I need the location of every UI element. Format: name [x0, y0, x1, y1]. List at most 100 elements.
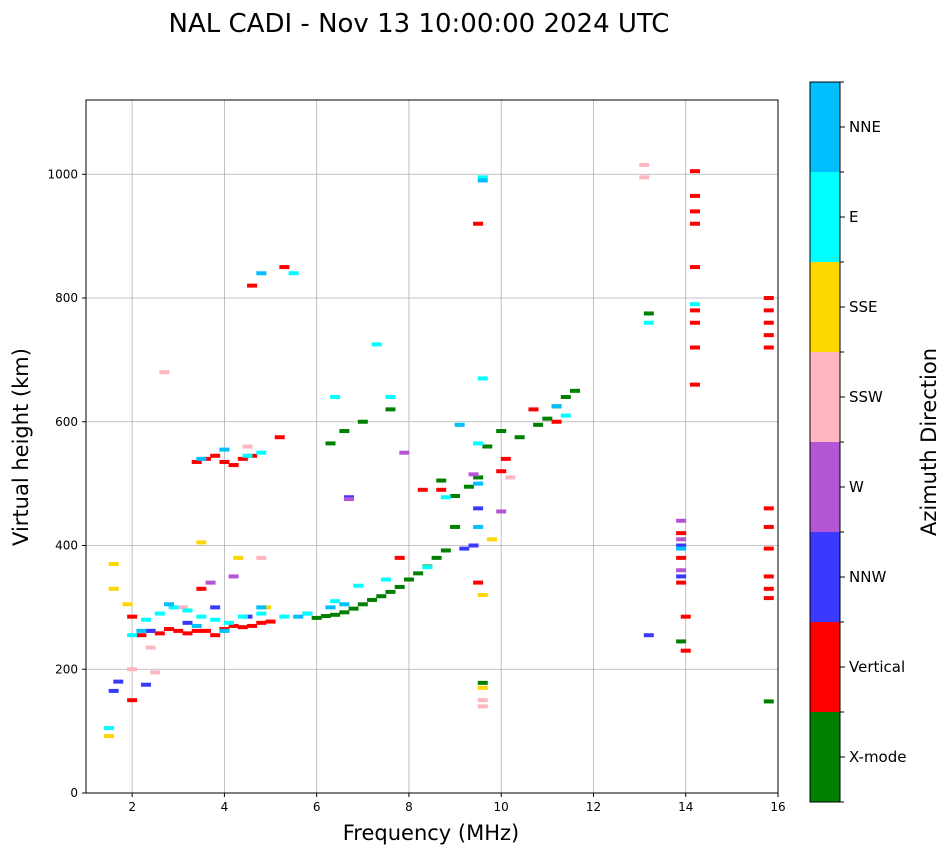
echo-point-nnw	[108, 688, 119, 693]
echo-point-vertical	[136, 633, 147, 638]
x-tick-label: 2	[128, 800, 136, 814]
echo-point-e	[380, 577, 391, 582]
colorbar-tick-label: E	[849, 208, 858, 226]
echo-point-e	[643, 320, 654, 325]
echo-point-x-mode	[533, 422, 544, 427]
echo-point-vertical	[551, 419, 562, 424]
echo-point-vertical	[763, 546, 774, 551]
echo-point-x-mode	[450, 524, 461, 529]
echo-point-vertical	[473, 580, 484, 585]
colorbar-segment	[810, 532, 840, 622]
echo-point-vertical	[247, 623, 258, 628]
colorbar: X-mode Vertical NNW W SSW SSE E NNE	[809, 81, 906, 803]
echo-point-vertical	[763, 574, 774, 579]
echo-point-vertical	[689, 345, 700, 350]
echo-point-vertical	[676, 531, 687, 536]
echo-point-vertical	[528, 407, 539, 412]
echo-point-ssw	[477, 704, 488, 709]
echo-point-vertical	[279, 265, 290, 270]
echo-point-x-mode	[385, 407, 396, 412]
echo-point-vertical	[689, 320, 700, 325]
colorbar-segment	[810, 82, 840, 172]
echo-point-nnw	[140, 682, 151, 687]
y-tick-label: 400	[55, 539, 78, 553]
echo-point-nne	[256, 271, 267, 276]
echo-point-vertical	[394, 555, 405, 560]
echo-point-vertical	[191, 459, 202, 464]
echo-point-vertical	[689, 193, 700, 198]
echo-point-e	[473, 441, 484, 446]
y-tick-label: 800	[55, 291, 78, 305]
echo-point-x-mode	[413, 571, 424, 576]
echo-point-vertical	[154, 631, 165, 636]
echo-point-nne	[136, 628, 147, 633]
echo-point-nne	[219, 447, 230, 452]
echo-point-nne	[339, 602, 350, 607]
echo-point-vertical	[763, 596, 774, 601]
plot-area: 2 4 6 8 10 12 14 16 0 200 400 600 800 1000	[47, 99, 786, 814]
grid	[86, 100, 779, 794]
echo-point-nne	[477, 178, 488, 183]
x-tick-label: 4	[221, 800, 229, 814]
colorbar-tick-label: X-mode	[849, 748, 906, 766]
echo-point-vertical	[689, 209, 700, 214]
echo-point-x-mode	[320, 614, 331, 619]
echo-point-x-mode	[311, 615, 322, 620]
echo-point-sse	[486, 537, 497, 542]
echo-point-e	[330, 599, 341, 604]
echo-point-e	[140, 617, 151, 622]
echo-point-x-mode	[676, 639, 687, 644]
echo-point-nnw	[643, 633, 654, 638]
echo-point-e	[127, 633, 138, 638]
echo-point-e	[422, 565, 433, 570]
echo-point-x-mode	[482, 444, 493, 449]
echo-point-vertical	[500, 456, 511, 461]
echo-point-vertical	[680, 614, 691, 619]
echo-point-vertical	[228, 463, 239, 468]
echo-point-ssw	[242, 444, 253, 449]
echo-point-sse	[108, 562, 119, 567]
echo-point-e	[302, 611, 313, 616]
echo-point-vertical	[763, 320, 774, 325]
echo-point-e	[242, 453, 253, 458]
colorbar-tick-label: NNW	[849, 568, 886, 586]
y-tick-label: 600	[55, 415, 78, 429]
echo-point-e	[256, 450, 267, 455]
echo-point-e	[279, 614, 290, 619]
echo-point-vertical	[496, 469, 507, 474]
echo-point-x-mode	[325, 441, 336, 446]
echo-point-nne	[164, 602, 175, 607]
echo-point-vertical	[164, 627, 175, 632]
echo-point-nnw	[182, 620, 193, 625]
echo-point-x-mode	[643, 311, 654, 316]
echo-point-vertical	[680, 648, 691, 653]
x-tick-label: 10	[494, 800, 509, 814]
colorbar-tick-label: SSE	[849, 298, 878, 316]
echo-point-vertical	[676, 555, 687, 560]
echo-point-vertical	[191, 628, 202, 633]
echo-point-vertical	[200, 628, 211, 633]
echo-point-x-mode	[339, 429, 350, 434]
echo-point-nnw	[459, 546, 470, 551]
echo-point-e	[256, 611, 267, 616]
echo-point-vertical	[689, 382, 700, 387]
echo-point-x-mode	[440, 548, 451, 553]
echo-point-vertical	[436, 487, 447, 492]
echo-point-vertical	[473, 221, 484, 226]
echo-point-nne	[473, 481, 484, 486]
echo-point-vertical	[219, 459, 230, 464]
echo-point-ssw	[177, 605, 188, 610]
y-axis-ticks: 0 200 400 600 800 1000	[47, 167, 86, 800]
echo-point-sse	[104, 734, 115, 739]
echo-point-nne	[293, 614, 304, 619]
echo-point-vertical	[763, 524, 774, 529]
echo-point-x-mode	[496, 429, 507, 434]
echo-point-vertical	[763, 586, 774, 591]
echo-point-vertical	[763, 308, 774, 313]
colorbar-tick-label: W	[849, 478, 864, 496]
echo-point-vertical	[247, 283, 258, 288]
echo-point-x-mode	[514, 435, 525, 440]
echo-point-vertical	[173, 628, 184, 633]
echo-point-x-mode	[570, 388, 581, 393]
echo-point-ssw	[150, 670, 161, 675]
